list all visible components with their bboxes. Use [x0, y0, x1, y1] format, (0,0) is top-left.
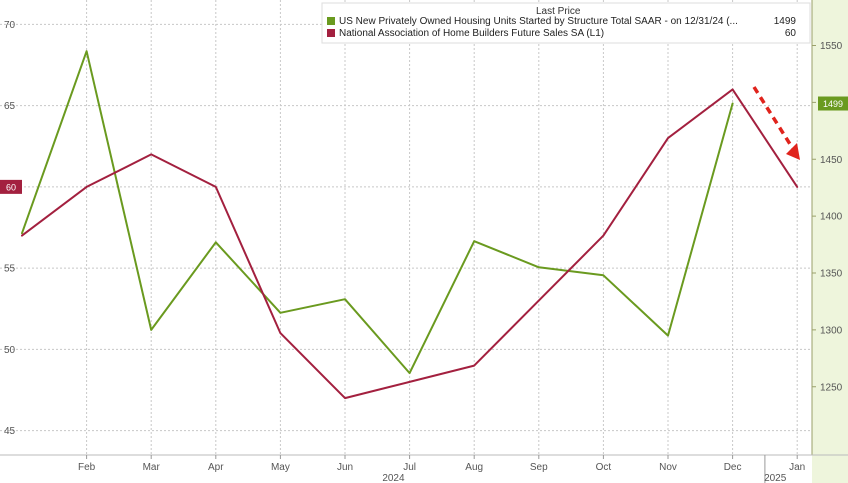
x-tick-label: Nov: [659, 462, 677, 473]
right-tick-label: 1300: [820, 325, 843, 336]
housing-starts-last-value-text: 1499: [823, 99, 843, 109]
left-tick-label: 45: [4, 426, 16, 437]
right-axis-band-fill: [812, 0, 848, 483]
legend-title: Last Price: [536, 6, 581, 17]
year-label: 2024: [382, 473, 405, 483]
left-axis-ticks: 45 50 55 60 65 70: [4, 20, 16, 437]
housing-starts-last-value-badge: [818, 96, 848, 111]
legend-swatch: [327, 29, 335, 37]
nahb-last-value-text: 60: [6, 182, 16, 192]
x-tick-label: Mar: [143, 462, 161, 473]
x-tick-label: Jan: [789, 462, 805, 473]
right-tick-label: 1250: [820, 382, 843, 393]
right-tick-label: 1550: [820, 41, 843, 52]
left-tick-label: 70: [4, 20, 16, 31]
trend-arrow-head: [786, 143, 800, 160]
x-tick-label: Feb: [78, 462, 96, 473]
legend-entry-value: 1499: [774, 16, 797, 27]
right-tick-label: 1350: [820, 269, 843, 280]
left-tick-label: 50: [4, 345, 16, 356]
housing-starts-line: [21, 50, 734, 375]
trend-arrow-shaft: [752, 86, 797, 153]
right-tick-label: 1450: [820, 155, 843, 166]
x-tick-label: Oct: [596, 462, 612, 473]
legend-entry-label: National Association of Home Builders Fu…: [339, 28, 604, 39]
legend-swatch: [327, 17, 335, 25]
x-tick-label: Aug: [465, 462, 483, 473]
x-tick-label: Apr: [208, 462, 224, 473]
x-tick-label: Jun: [337, 462, 353, 473]
left-tick-label: 65: [4, 101, 16, 112]
last-value-badges: 1499 60: [0, 96, 848, 194]
nahb-future-sales-line: [21, 88, 799, 400]
x-tick-label: Jul: [403, 462, 416, 473]
gridlines: [0, 0, 812, 455]
right-axis-band: [812, 0, 848, 483]
year-label: 2025: [764, 473, 787, 483]
x-tick-label: Sep: [530, 462, 548, 473]
right-tick-label: 1400: [820, 212, 843, 223]
x-tick-label: Dec: [724, 462, 742, 473]
legend-entry-label: US New Privately Owned Housing Units Sta…: [339, 16, 738, 27]
x-axis-ticks: Feb Mar Apr May Jun Jul Aug Sep Oct Nov Dec Jan 2024…: [78, 455, 805, 483]
series-lines: [21, 50, 799, 400]
legend-entry-value: 60: [785, 28, 797, 39]
legend-box: [321, 2, 811, 44]
nahb-last-value-badge: [0, 179, 22, 194]
left-tick-label: 55: [4, 264, 16, 275]
trend-arrow-annotation: [752, 86, 800, 160]
axes: [0, 0, 848, 456]
x-tick-label: May: [271, 462, 290, 473]
